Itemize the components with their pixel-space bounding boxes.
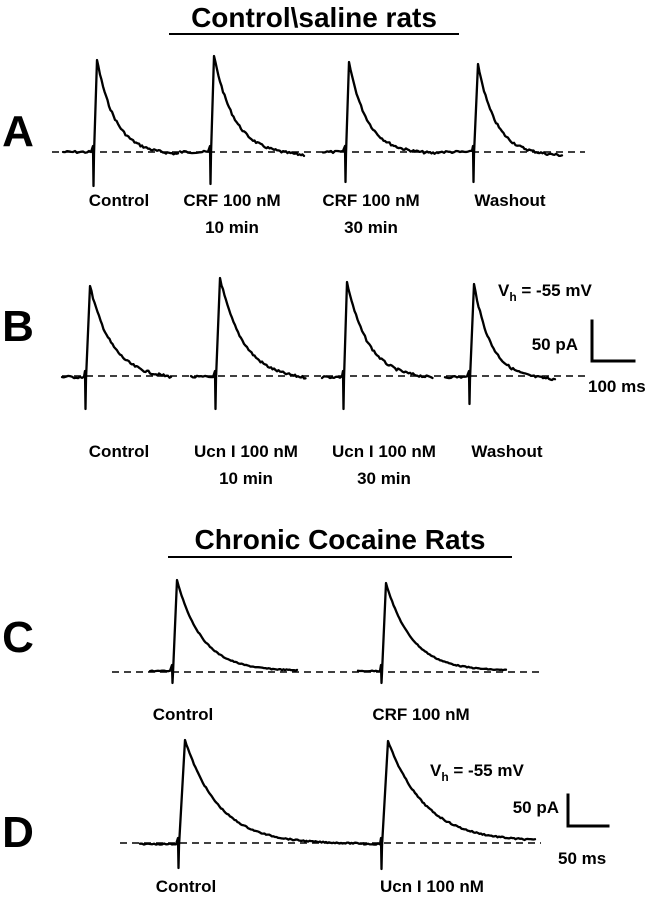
condition-a-2-time: 10 min [205, 218, 259, 237]
condition-b-2: Ucn I 100 nM [194, 442, 298, 461]
holding-potential-2: Vh = -55 mV [430, 761, 524, 784]
condition-a-1: Control [89, 191, 149, 210]
condition-a-2: CRF 100 nM [183, 191, 280, 210]
scale-bar-1 [590, 319, 636, 363]
panel-label-c: C [2, 613, 34, 662]
condition-b-2-time: 10 min [219, 469, 273, 488]
trace-d-2 [362, 739, 537, 871]
holding-potential-2-symbol: V [430, 761, 442, 780]
trace-c-1 [148, 578, 299, 685]
panel-label-b: B [2, 302, 34, 351]
holding-potential-1-subscript: h [509, 290, 516, 304]
trace-c-2 [356, 581, 508, 685]
condition-a-3-time: 30 min [344, 218, 398, 237]
condition-d-2: Ucn I 100 nM [380, 877, 484, 896]
section-title-cocaine: Chronic Cocaine Rats [195, 524, 486, 555]
condition-c-2: CRF 100 nM [372, 705, 469, 724]
scale-bar-2 [566, 793, 610, 828]
trace-d-1 [138, 738, 365, 870]
condition-b-3-time: 30 min [357, 469, 411, 488]
panel-label-d: D [2, 808, 34, 857]
trace-b-1 [60, 284, 173, 411]
condition-b-1: Control [89, 442, 149, 461]
scale-bar-time-1: 100 ms [588, 377, 646, 396]
condition-b-4: Washout [471, 442, 542, 461]
section-title-control: Control\saline rats [191, 2, 437, 33]
condition-a-4: Washout [474, 191, 545, 210]
panel-label-a: A [2, 107, 34, 156]
trace-b-3 [320, 280, 434, 411]
trace-b-4 [443, 282, 557, 406]
condition-d-1: Control [156, 877, 216, 896]
scale-bar-current-1: 50 pA [532, 335, 578, 354]
holding-potential-1-symbol: V [498, 281, 510, 300]
trace-a-1 [61, 58, 180, 188]
condition-c-1: Control [153, 705, 213, 724]
scale-bar-current-2: 50 pA [513, 798, 559, 817]
holding-potential-1: Vh = -55 mV [498, 281, 592, 304]
condition-a-3: CRF 100 nM [322, 191, 419, 210]
holding-potential-2-subscript: h [441, 770, 448, 784]
holding-potential-2-value: = -55 mV [449, 761, 525, 780]
holding-potential-1-value: = -55 mV [517, 281, 593, 300]
trace-a-4 [436, 62, 564, 184]
condition-b-3: Ucn I 100 nM [332, 442, 436, 461]
trace-a-3 [321, 60, 438, 184]
trace-a-2 [178, 54, 306, 186]
trace-b-2 [189, 276, 307, 411]
scale-bar-time-2: 50 ms [558, 849, 606, 868]
